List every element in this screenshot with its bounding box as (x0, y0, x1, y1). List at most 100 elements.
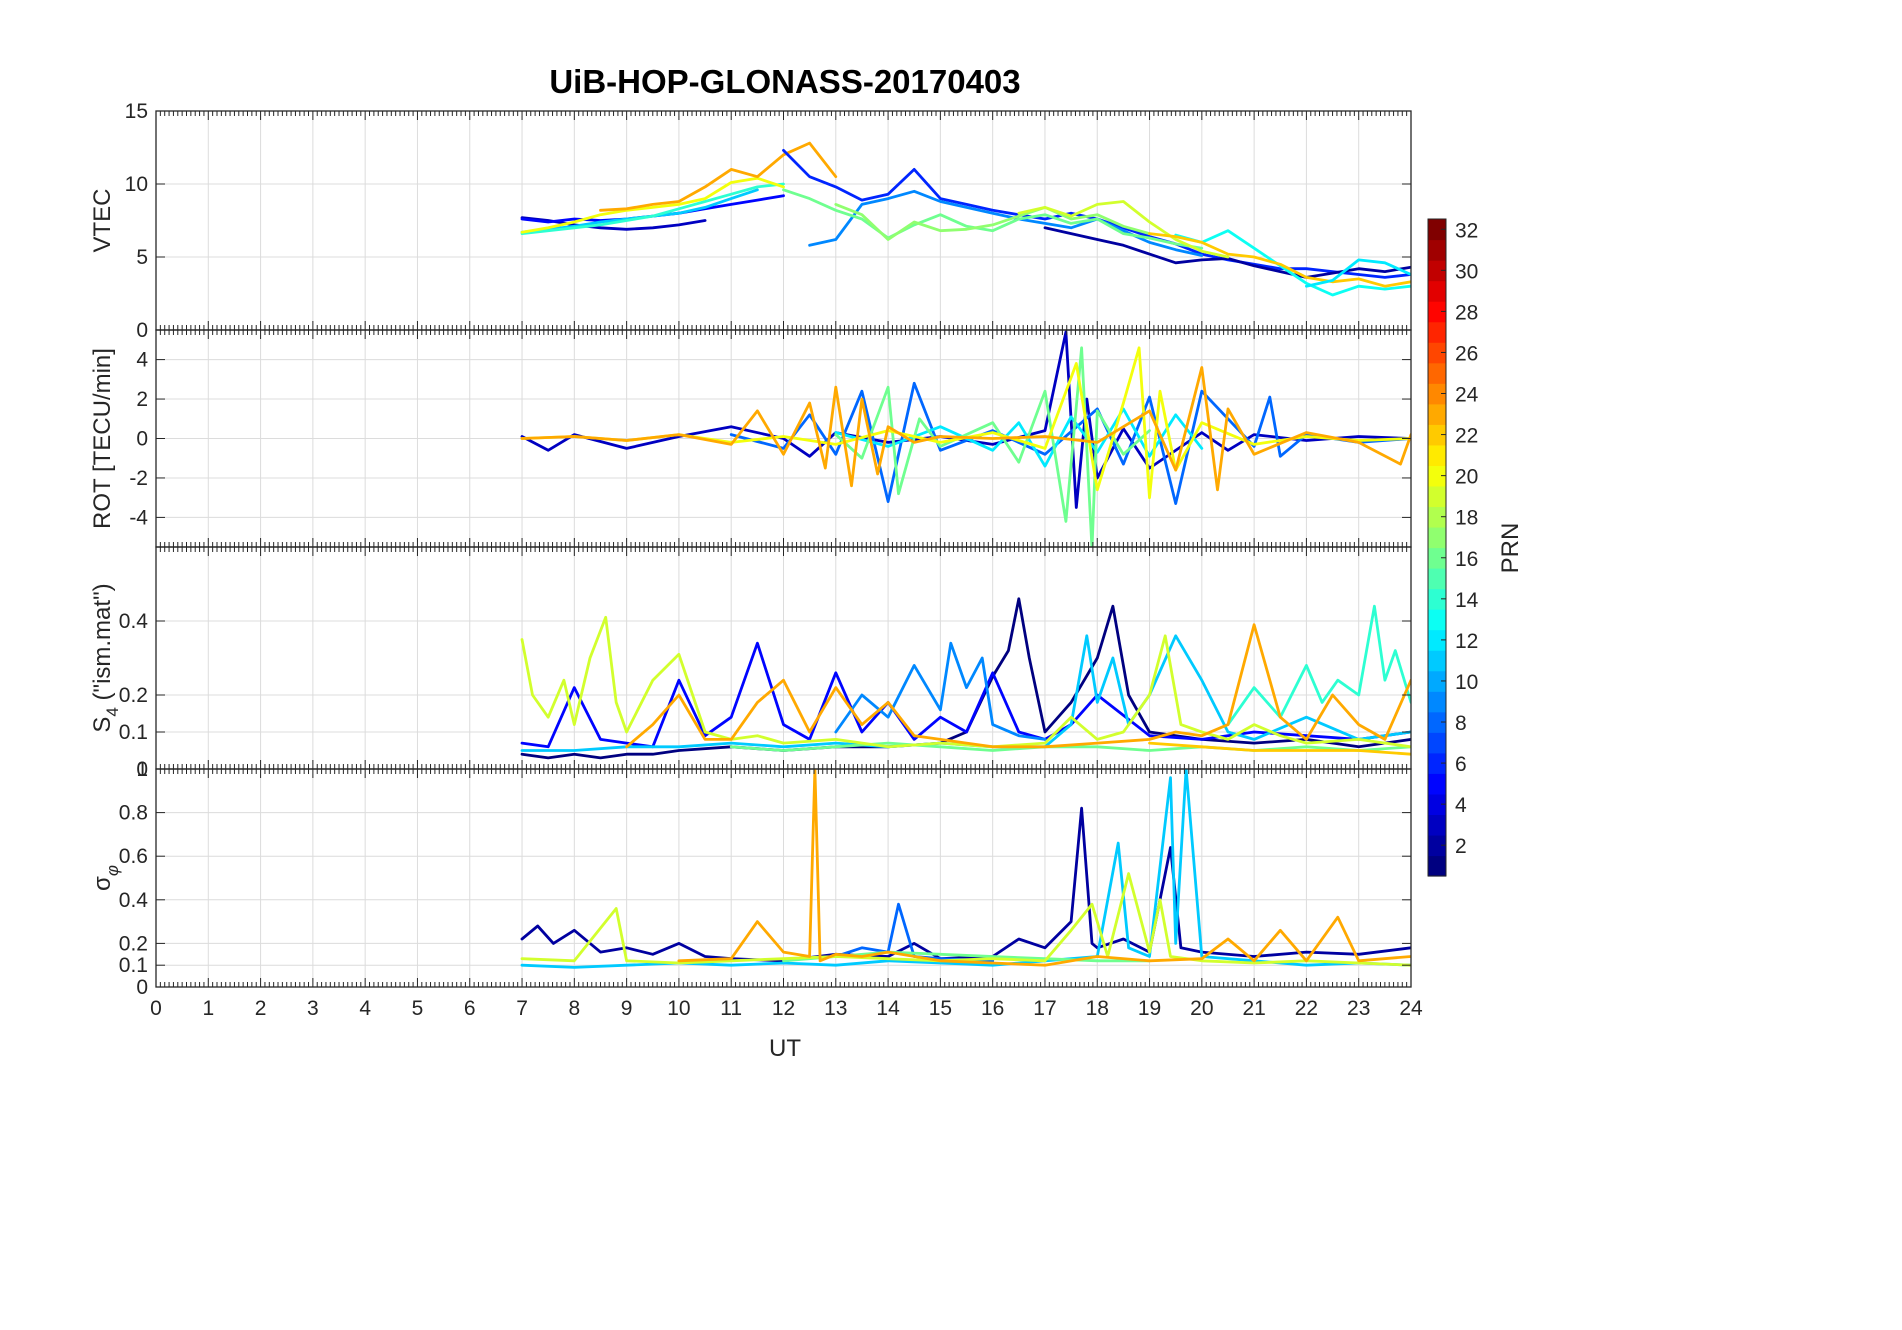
rot-series-group (520, 330, 1411, 547)
s4-series-prn-1 (520, 597, 1411, 760)
x-tick-label: 19 (1138, 997, 1161, 1020)
x-tick-label: 16 (981, 997, 1004, 1020)
rot-series-prn-23 (520, 366, 1411, 492)
colorbar-segment-6 (1428, 752, 1446, 774)
rot-y-tick-label: 4 (136, 349, 148, 372)
sigma-series-prn-2 (520, 806, 1411, 963)
colorbar-segment-4 (1428, 793, 1446, 816)
colorbar-segment-21 (1428, 444, 1446, 466)
rot-y-tick-label: 2 (136, 388, 148, 411)
colorbar-label: PRN (1497, 523, 1524, 574)
colorbar-segment-3 (1428, 814, 1446, 836)
sigma-y-axis-label: σφ (89, 865, 122, 891)
rot-series-prn-20 (520, 346, 1411, 500)
panel-s4: 00.10.20.4S4 ("ism.mat") (89, 546, 1412, 781)
colorbar-tick-label: 6 (1455, 753, 1467, 776)
colorbar-segment-15 (1428, 568, 1446, 590)
colorbar-segment-8 (1428, 711, 1446, 733)
vtec-series-prn-19 (1017, 200, 1230, 259)
sigma-series-prn-19 (520, 872, 1411, 967)
s4-series-prn-22 (1148, 741, 1411, 756)
x-tick-label: 1 (202, 997, 214, 1020)
x-tick-label: 0 (150, 997, 162, 1020)
colorbar-segment-12 (1428, 629, 1446, 651)
colorbar-tick-label: 10 (1455, 671, 1478, 694)
colorbar-segment-32 (1428, 219, 1446, 241)
s4-y-tick-label: 0.2 (119, 684, 148, 707)
colorbar-segment-25 (1428, 362, 1446, 384)
s4-y-label-main: S (89, 717, 116, 733)
sigma-y-tick-label: 0.4 (119, 889, 149, 912)
s4-y-axis-label: S4 ("ism.mat") (89, 583, 122, 732)
colorbar-frame (1427, 218, 1447, 877)
colorbar-tick-label: 26 (1455, 342, 1478, 365)
x-tick-label: 9 (621, 997, 633, 1020)
sigma-y-tick-label: 0 (136, 976, 148, 999)
colorbar-segment-20 (1428, 465, 1446, 487)
vtec-y-axis-label: VTEC (89, 188, 116, 252)
colorbar-segment-9 (1428, 691, 1446, 713)
colorbar-tick-label: 18 (1455, 507, 1478, 530)
rot-y-axis-label: ROT [TECU/min] (89, 348, 116, 529)
panel-vtec: 0 5 10 15 VTEC (89, 100, 1412, 342)
sigma-y-tick-label: 0.1 (119, 954, 148, 977)
figure-canvas: UiB-HOP-GLONASS-20170403 051015VTEC-4-20… (89, 63, 1524, 1062)
colorbar-segment-28 (1428, 301, 1446, 323)
x-tick-label: 13 (824, 997, 847, 1020)
s4-y-tick-label: 0 (136, 758, 148, 781)
colorbar-segment-23 (1428, 403, 1446, 425)
colorbar-tick-label: 24 (1455, 384, 1479, 407)
colorbar-tick-label: 14 (1455, 589, 1479, 612)
vtec-y-tick-label: 15 (125, 100, 148, 123)
colorbar-segment-7 (1428, 732, 1446, 754)
vtec-series-prn-20 (520, 176, 785, 234)
colorbar-segment-1 (1428, 855, 1446, 877)
vtec-series-prn-23 (599, 141, 838, 212)
s4-y-tick-label: 0.1 (119, 721, 148, 744)
vtec-series-prn-5 (520, 194, 785, 224)
sigma-y-tick-label: 0.6 (119, 845, 148, 868)
colorbar-segment-19 (1428, 485, 1446, 508)
colorbar-tick-label: 28 (1455, 301, 1478, 324)
s4-series-prn-16 (729, 741, 1411, 752)
sigma-y-label-main: σ (89, 876, 116, 891)
colorbar-segment-30 (1428, 260, 1446, 282)
x-tick-label: 10 (667, 997, 690, 1020)
colorbar-segment-17 (1428, 526, 1446, 549)
panel-rot: -4 -2 0 2 4 ROT [TECU/min] (89, 329, 1412, 548)
s4-y-label-rest: ("ism.mat") (89, 583, 116, 707)
x-tick-label: 15 (929, 997, 952, 1020)
s4-series-prn-14 (1226, 604, 1411, 726)
colorbar-tick-label: 2 (1455, 835, 1467, 858)
vtec-series-prn-2 (1043, 226, 1411, 279)
rot-series-prn-3 (520, 330, 1411, 509)
vtec-series-prn-17 (834, 202, 1151, 241)
colorbar-segment-11 (1428, 650, 1446, 672)
x-tick-label: 20 (1190, 997, 1213, 1020)
vtec-y-tick-label: 10 (125, 173, 148, 196)
x-tick-label: 22 (1295, 997, 1318, 1020)
sigma-y-tick-label: 0.8 (119, 802, 148, 825)
x-tick-label: 6 (464, 997, 476, 1020)
x-tick-label: 12 (772, 997, 795, 1020)
colorbar-segment-26 (1428, 342, 1446, 364)
sigma-series-group (520, 769, 1411, 969)
sigma-series-prn-23 (677, 769, 1411, 967)
rot-y-tick-label: -2 (129, 467, 148, 490)
x-tick-label: 5 (412, 997, 424, 1020)
x-tick-label: 3 (307, 997, 319, 1020)
s4-y-label-sub: 4 (103, 707, 122, 716)
colorbar-tick-label: 32 (1455, 219, 1478, 242)
rot-y-tick-label: 0 (136, 428, 148, 451)
colorbar-segment-5 (1428, 773, 1446, 795)
x-tick-label: 24 (1399, 997, 1423, 1020)
colorbar-tick-label: 12 (1455, 630, 1478, 653)
vtec-y-tick-label: 0 (136, 319, 148, 342)
x-tick-label: 2 (255, 997, 267, 1020)
colorbar-segment-22 (1428, 424, 1446, 446)
colorbar-segment-24 (1428, 383, 1446, 405)
sigma-y-label-sub: φ (103, 865, 122, 876)
